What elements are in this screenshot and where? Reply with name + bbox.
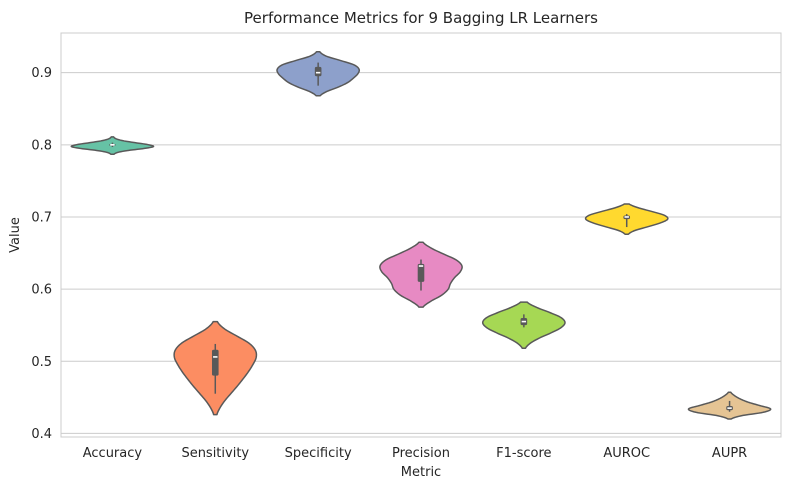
violins-layer <box>70 51 772 420</box>
violin-precision <box>379 241 463 308</box>
chart-title: Performance Metrics for 9 Bagging LR Lea… <box>244 9 598 27</box>
tick-labels-layer: 0.4 0.5 0.6 0.7 0.8 0.9 Accuracy Sensitivity Spe… <box>31 66 747 461</box>
violin-iqr-box <box>314 66 322 77</box>
y-tick-label: 0.6 <box>31 283 52 298</box>
y-tick-label: 0.7 <box>31 210 52 225</box>
x-tick-label: Precision <box>392 446 450 461</box>
x-tick-label: F1-score <box>496 446 551 461</box>
plot-area-frame <box>60 32 782 438</box>
y-tick-label: 0.9 <box>31 66 52 81</box>
violin-auroc <box>584 203 669 236</box>
x-tick-label: AUPR <box>712 446 747 461</box>
x-tick-label: Accuracy <box>83 446 143 461</box>
violin-specificity <box>276 51 361 97</box>
x-tick-label: AUROC <box>603 446 650 461</box>
x-tick-label: Specificity <box>285 446 352 461</box>
x-tick-label: Sensitivity <box>181 446 249 461</box>
violin-aupr <box>687 391 772 420</box>
violin-f1-score <box>481 301 566 350</box>
y-tick-label: 0.4 <box>31 427 52 442</box>
x-axis-label: Metric <box>401 465 441 480</box>
y-axis-label: Value <box>8 217 23 253</box>
y-tick-label: 0.8 <box>31 138 52 153</box>
y-tick-label: 0.5 <box>31 355 52 370</box>
violin-iqr-box <box>417 263 425 282</box>
violin-sensitivity <box>173 320 258 416</box>
violin-iqr-box <box>211 349 219 376</box>
violin-accuracy <box>70 136 155 155</box>
